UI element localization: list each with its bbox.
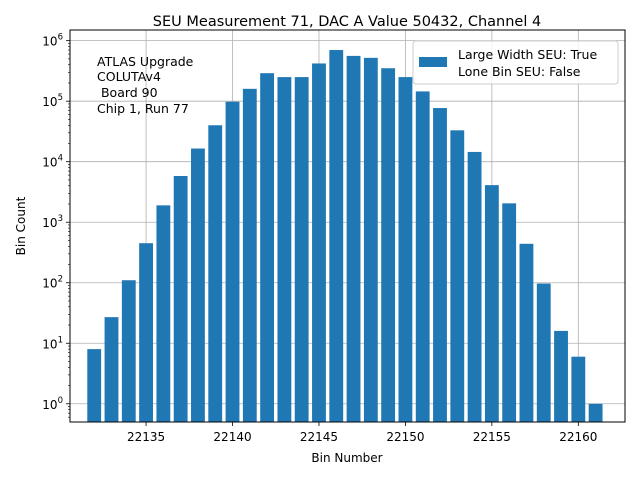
x-tick-label-22160: 22160 bbox=[559, 430, 597, 444]
annotation-line-3: Board 90 bbox=[97, 85, 158, 100]
annotation-line-2: COLUTAv4 bbox=[97, 69, 161, 84]
bar-22160 bbox=[571, 356, 586, 422]
plot-frame bbox=[69, 29, 626, 423]
bar-22146 bbox=[329, 50, 344, 422]
bar-22134 bbox=[121, 280, 136, 422]
bar-22156 bbox=[502, 203, 517, 422]
bar-22141 bbox=[242, 88, 257, 422]
x-tick-label-22135: 22135 bbox=[127, 430, 165, 444]
legend-entry-1: Large Width SEU: True bbox=[458, 47, 597, 62]
bar-22144 bbox=[294, 77, 309, 422]
x-axis-ticks: 22135 22140 22145 22150 22155 22160 bbox=[127, 422, 597, 444]
bar-22155 bbox=[484, 185, 499, 422]
bar-22142 bbox=[260, 73, 275, 422]
bar-22138 bbox=[191, 148, 205, 422]
bar-22147 bbox=[346, 55, 361, 423]
annotation-line-1: ATLAS Upgrade bbox=[97, 54, 194, 69]
x-tick-label-22145: 22145 bbox=[300, 430, 338, 444]
y-tick-label-100000: 105 bbox=[42, 93, 63, 109]
y-tick-label-1000: 103 bbox=[42, 214, 63, 230]
y-axis-label: Bin Count bbox=[14, 196, 28, 255]
legend-box bbox=[412, 40, 619, 85]
annotation-line-4: Chip 1, Run 77 bbox=[97, 101, 189, 116]
bar-22150 bbox=[398, 77, 413, 422]
bar-22139 bbox=[208, 125, 223, 422]
bar-22149 bbox=[381, 68, 396, 423]
bar-22161 bbox=[588, 403, 603, 422]
chart-title: SEU Measurement 71, DAC A Value 50432, C… bbox=[153, 14, 541, 30]
y-tick-label-1: 100 bbox=[42, 396, 63, 412]
bar-22151 bbox=[415, 91, 430, 422]
bar-22137 bbox=[173, 176, 188, 422]
y-tick-label-1000000: 106 bbox=[42, 33, 63, 49]
y-tick-label-10: 101 bbox=[42, 335, 63, 351]
y-tick-label-100: 102 bbox=[42, 275, 63, 291]
bar-22152 bbox=[433, 108, 447, 422]
bar-22132 bbox=[87, 349, 102, 422]
x-axis-label: Bin Number bbox=[311, 451, 382, 465]
bar-22148 bbox=[363, 57, 378, 422]
y-tick-label-10000: 104 bbox=[42, 154, 63, 170]
bar-22158 bbox=[536, 283, 551, 422]
y-axis-ticks: 100 101 102 103 104 105 106 bbox=[42, 33, 70, 418]
bar-22143 bbox=[277, 77, 292, 422]
x-tick-label-22150: 22150 bbox=[386, 430, 424, 444]
bar-22136 bbox=[156, 205, 171, 422]
annotation-text: ATLAS Upgrade COLUTAv4 Board 90 Chip 1, … bbox=[97, 54, 194, 116]
x-tick-label-22140: 22140 bbox=[213, 430, 251, 444]
legend-swatch bbox=[419, 57, 447, 67]
bar-22154 bbox=[467, 151, 482, 422]
bars bbox=[87, 50, 603, 423]
bar-22157 bbox=[519, 243, 534, 422]
legend-entry-2: Lone Bin SEU: False bbox=[458, 64, 581, 79]
bar-22140 bbox=[225, 101, 240, 422]
bar-22133 bbox=[104, 317, 119, 422]
bar-22145 bbox=[312, 63, 326, 423]
x-tick-label-22155: 22155 bbox=[473, 430, 511, 444]
bar-22153 bbox=[450, 130, 465, 423]
legend: Large Width SEU: True Lone Bin SEU: Fals… bbox=[412, 40, 619, 85]
bar-22135 bbox=[139, 243, 153, 422]
bar-22159 bbox=[554, 330, 568, 422]
